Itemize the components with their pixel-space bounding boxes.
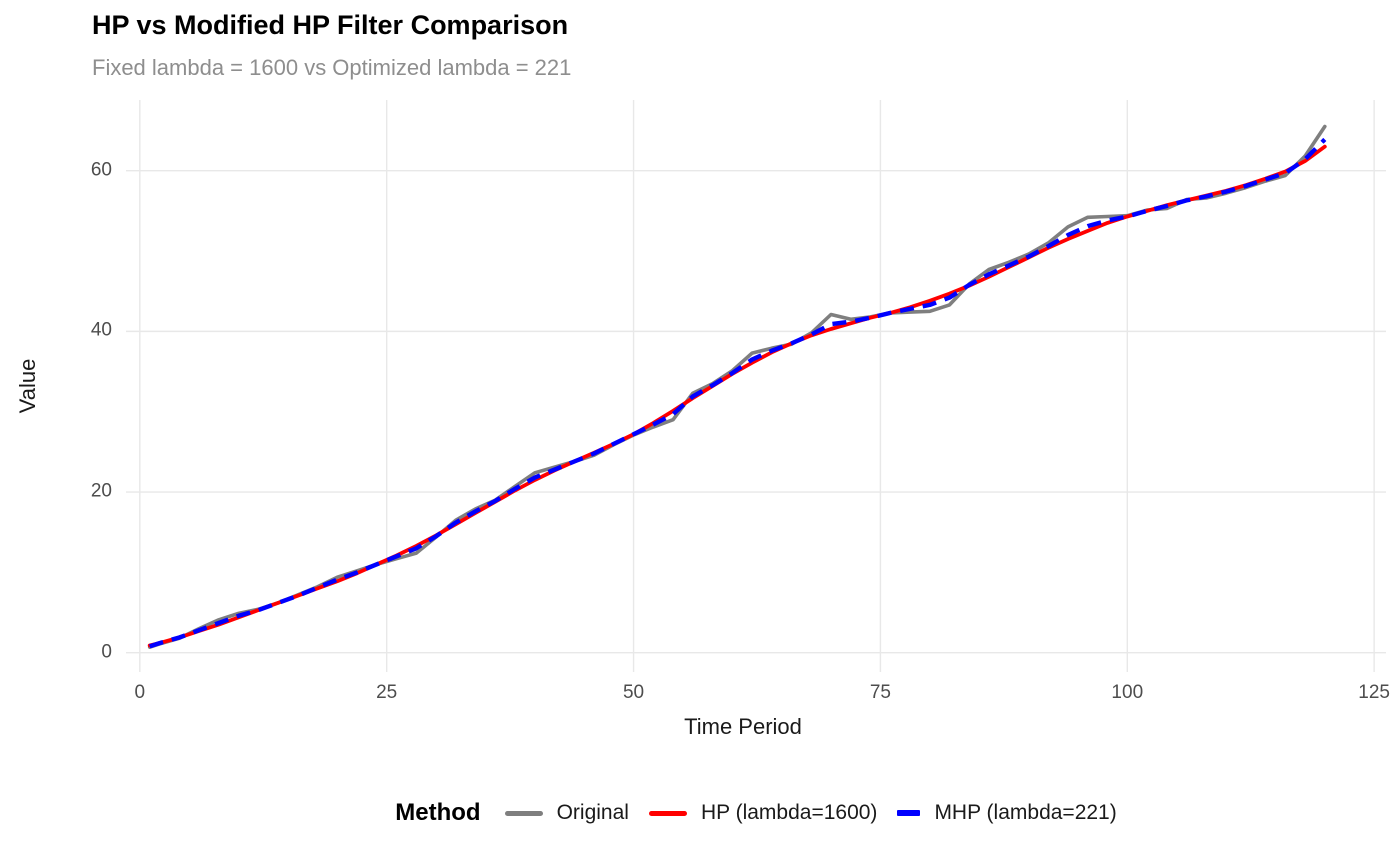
y-tick-label-0: 0 bbox=[101, 641, 112, 663]
legend-label-mhp: MHP (lambda=221) bbox=[934, 801, 1117, 824]
chart-subtitle: Fixed lambda = 1600 vs Optimized lambda … bbox=[92, 55, 572, 80]
x-axis-title: Time Period bbox=[684, 714, 802, 739]
y-axis-title: Value bbox=[15, 358, 40, 414]
legend-title: Method bbox=[395, 799, 481, 826]
y-tick-label-20: 20 bbox=[90, 480, 112, 502]
mhp-line-key-icon bbox=[897, 810, 921, 816]
legend-item-original: Original bbox=[504, 801, 629, 825]
x-tick-label-75: 75 bbox=[869, 682, 891, 703]
x-tick-label-125: 125 bbox=[1358, 682, 1390, 703]
legend-item-hp: HP (lambda=1600) bbox=[648, 801, 878, 825]
x-tick-label-100: 100 bbox=[1111, 682, 1144, 703]
y-tick-label-60: 60 bbox=[90, 159, 112, 181]
series-line-0-original bbox=[147, 124, 1327, 649]
series-line-2-mhp-lambda-221- bbox=[149, 137, 1327, 649]
x-tick-label-50: 50 bbox=[622, 682, 645, 703]
legend-item-mhp: MHP (lambda=221) bbox=[897, 801, 1117, 825]
original-line-key-icon bbox=[504, 810, 543, 816]
legend-label-original: Original bbox=[556, 801, 629, 824]
chart-title: HP vs Modified HP Filter Comparison bbox=[92, 10, 569, 40]
series-line-1-hp-lambda-1600- bbox=[147, 144, 1327, 648]
gridlines bbox=[126, 100, 1386, 672]
series-lines bbox=[147, 124, 1327, 649]
x-tick-label-0: 0 bbox=[134, 682, 146, 703]
hp-line-key-icon bbox=[648, 810, 687, 816]
y-tick-label-40: 40 bbox=[90, 319, 112, 341]
legend-label-hp: HP (lambda=1600) bbox=[700, 801, 878, 824]
x-tick-label-25: 25 bbox=[376, 682, 398, 703]
legend: Method Original HP (lambda=1600) MHP (la… bbox=[126, 790, 1386, 836]
